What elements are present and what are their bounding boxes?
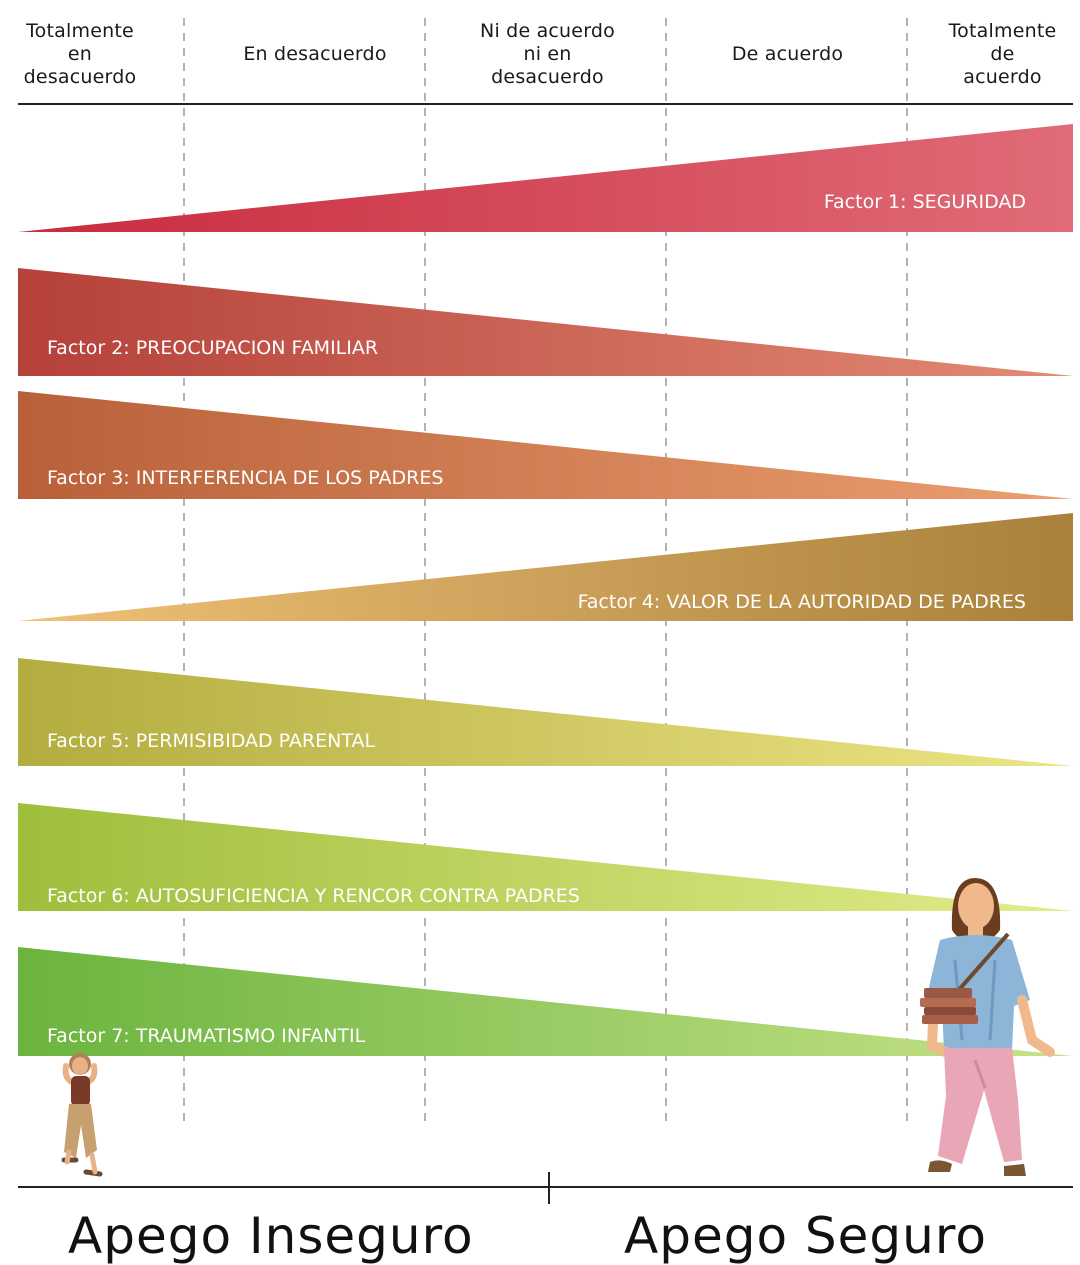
figure-pants: [938, 1048, 1022, 1164]
figure-shoes: [928, 1160, 1026, 1176]
figure-books: [922, 1015, 978, 1024]
figure-neck: [968, 926, 983, 938]
figure-head: [72, 1057, 88, 1075]
factor-5-wedge: Factor 5: PERMISIBIDAD PARENTAL: [18, 658, 1073, 766]
figure-pants-shade: [973, 1059, 987, 1089]
factor-1-wedge: Factor 1: SEGURIDAD: [18, 124, 1073, 232]
factor-wedge-shape: [18, 268, 1073, 376]
factor-label: Factor 5: PERMISIBIDAD PARENTAL: [47, 730, 375, 752]
figure-books: [920, 998, 976, 1007]
factor-6-wedge: Factor 6: AUTOSUFICIENCIA Y RENCOR CONTR…: [18, 803, 1073, 911]
insecure-attachment-label: Apego Inseguro: [68, 1207, 474, 1265]
header-neutral: Ni de acuerdo ni en desacuerdo: [480, 20, 615, 88]
figure-legs: [64, 1149, 98, 1175]
factor-2-wedge: Factor 2: PREOCUPACION FAMILIAR: [18, 268, 1073, 376]
figure-head: [958, 883, 994, 929]
factor-7-wedge: Factor 7: TRAUMATISMO INFANTIL: [18, 947, 1073, 1056]
factor-4-wedge: Factor 4: VALOR DE LA AUTORIDAD DE PADRE…: [18, 513, 1073, 621]
insecure-person-figure: [61, 1053, 103, 1177]
factor-wedge-shape: [18, 803, 1073, 911]
factor-wedge-shape: [18, 391, 1073, 499]
factor-wedge-shape: [18, 947, 1073, 1056]
secure-person-figure: [920, 878, 1055, 1176]
header-disagree: En desacuerdo: [243, 43, 387, 65]
factor-label: Factor 2: PREOCUPACION FAMILIAR: [47, 337, 378, 359]
header-totally-disagree: Totalmente en desacuerdo: [23, 20, 137, 88]
factor-3-wedge: Factor 3: INTERFERENCIA DE LOS PADRES: [18, 391, 1073, 499]
factor-label: Factor 1: SEGURIDAD: [824, 191, 1026, 213]
header-totally-agree: Totalmente de acuerdo: [948, 20, 1057, 88]
factor-wedge-shape: [18, 658, 1073, 766]
secure-attachment-label: Apego Seguro: [624, 1207, 987, 1265]
figure-books: [924, 1007, 976, 1015]
factor-wedge-shape: [18, 513, 1073, 621]
factor-label: Factor 6: AUTOSUFICIENCIA Y RENCOR CONTR…: [47, 885, 580, 907]
header-agree: De acuerdo: [731, 43, 844, 65]
figure-shirt: [71, 1076, 90, 1106]
factor-label: Factor 7: TRAUMATISMO INFANTIL: [47, 1025, 366, 1047]
factor-label: Factor 3: INTERFERENCIA DE LOS PADRES: [47, 467, 443, 489]
figure-pants: [64, 1104, 97, 1158]
factor-label: Factor 4: VALOR DE LA AUTORIDAD DE PADRE…: [578, 591, 1026, 613]
factor-wedge-shape: [18, 124, 1073, 232]
figure-books: [924, 988, 972, 998]
